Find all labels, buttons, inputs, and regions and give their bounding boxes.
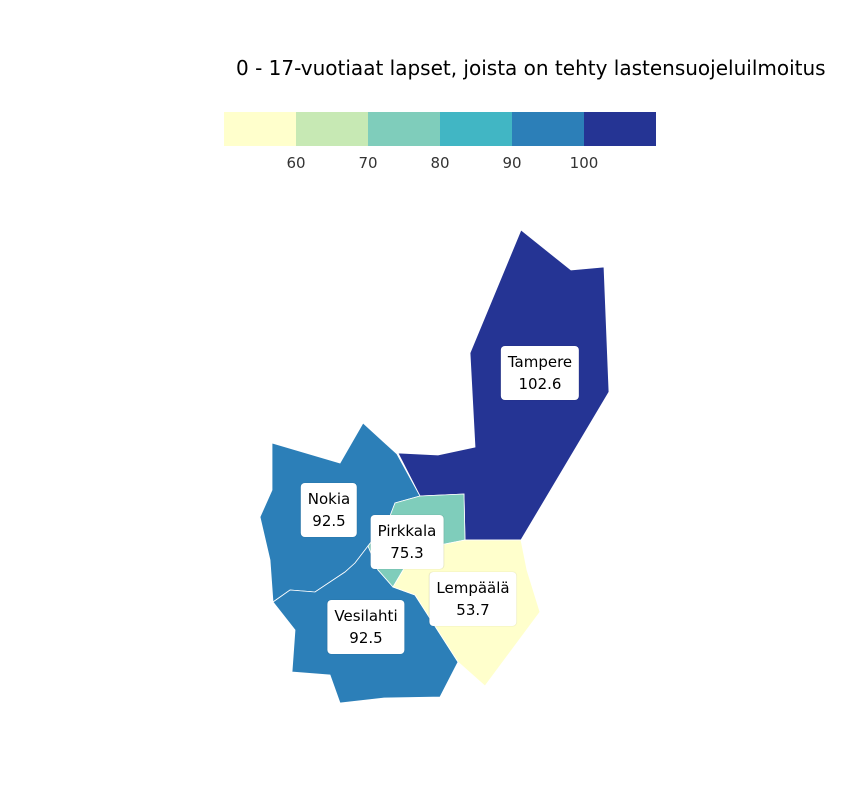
region-label-pirkkala: Pirkkala 75.3 [370, 515, 444, 569]
legend-swatch-5 [512, 112, 584, 146]
region-name: Lempäälä [436, 579, 510, 597]
legend-tick: 70 [358, 154, 378, 172]
region-name: Tampere [507, 353, 573, 371]
region-label-nokia: Nokia 92.5 [300, 483, 358, 537]
region-value: 53.7 [456, 601, 490, 619]
color-legend [224, 112, 656, 146]
legend-swatch-3 [368, 112, 440, 146]
region-name: Vesilahti [334, 607, 398, 625]
region-name: Nokia [307, 490, 351, 508]
region-value: 92.5 [349, 629, 383, 647]
region-value: 92.5 [312, 512, 346, 530]
region-label-vesilahti: Vesilahti 92.5 [327, 600, 405, 654]
region-label-tampere: Tampere 102.6 [500, 346, 580, 400]
region-label-lempaala: Lempäälä 53.7 [429, 572, 517, 626]
legend-tick: 80 [430, 154, 450, 172]
region-name: Pirkkala [377, 522, 437, 540]
legend-swatch-4 [440, 112, 512, 146]
legend-swatch-2 [296, 112, 368, 146]
map-title: 0 - 17-vuotiaat lapset, joista on tehty … [236, 56, 826, 80]
legend-tick: 100 [569, 154, 599, 172]
legend-tick: 90 [502, 154, 522, 172]
legend-swatch-6 [584, 112, 656, 146]
legend-tick: 60 [286, 154, 306, 172]
legend-tick-labels: 60 70 80 90 100 [224, 154, 656, 174]
region-value: 75.3 [390, 544, 424, 562]
legend-swatch-1 [224, 112, 296, 146]
region-value: 102.6 [518, 375, 562, 393]
